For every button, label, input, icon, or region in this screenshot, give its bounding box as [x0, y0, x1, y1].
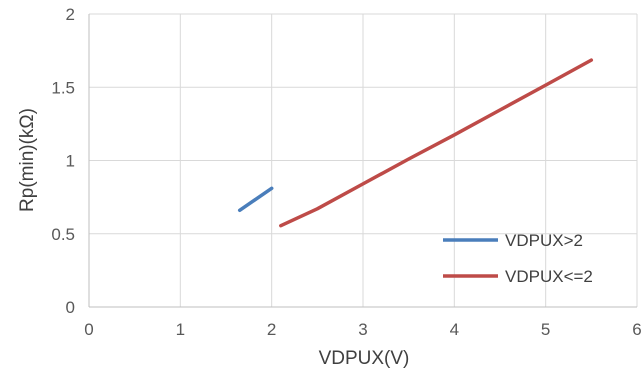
y-tick-label: 1.5 — [51, 78, 75, 97]
x-tick-label: 4 — [450, 320, 459, 339]
y-tick-label: 2 — [66, 5, 75, 24]
axes — [88, 14, 637, 308]
x-axis-label: VDPUX(V) — [319, 348, 410, 369]
y-axis-label: Rp(min)(kΩ) — [17, 108, 38, 212]
y-tick-label: 0.5 — [51, 225, 75, 244]
x-tick-label: 5 — [541, 320, 550, 339]
legend: VDPUX>2 VDPUX<=2 — [443, 231, 593, 286]
legend-label-2: VDPUX<=2 — [505, 267, 593, 286]
tick-labels: 0 1 2 3 4 5 6 0 0.5 1 1.5 2 — [51, 5, 641, 339]
x-tick-label: 1 — [176, 320, 185, 339]
x-tick-label: 3 — [358, 320, 367, 339]
x-tick-label: 6 — [632, 320, 641, 339]
legend-label-1: VDPUX>2 — [505, 231, 583, 250]
series-line-1 — [237, 186, 274, 213]
y-tick-label: 1 — [66, 152, 75, 171]
y-tick-label: 0 — [66, 298, 75, 317]
x-tick-label: 2 — [267, 320, 276, 339]
series-group — [237, 58, 594, 228]
x-tick-label: 0 — [84, 320, 93, 339]
series-line-2 — [279, 58, 594, 228]
grid — [89, 13, 638, 307]
